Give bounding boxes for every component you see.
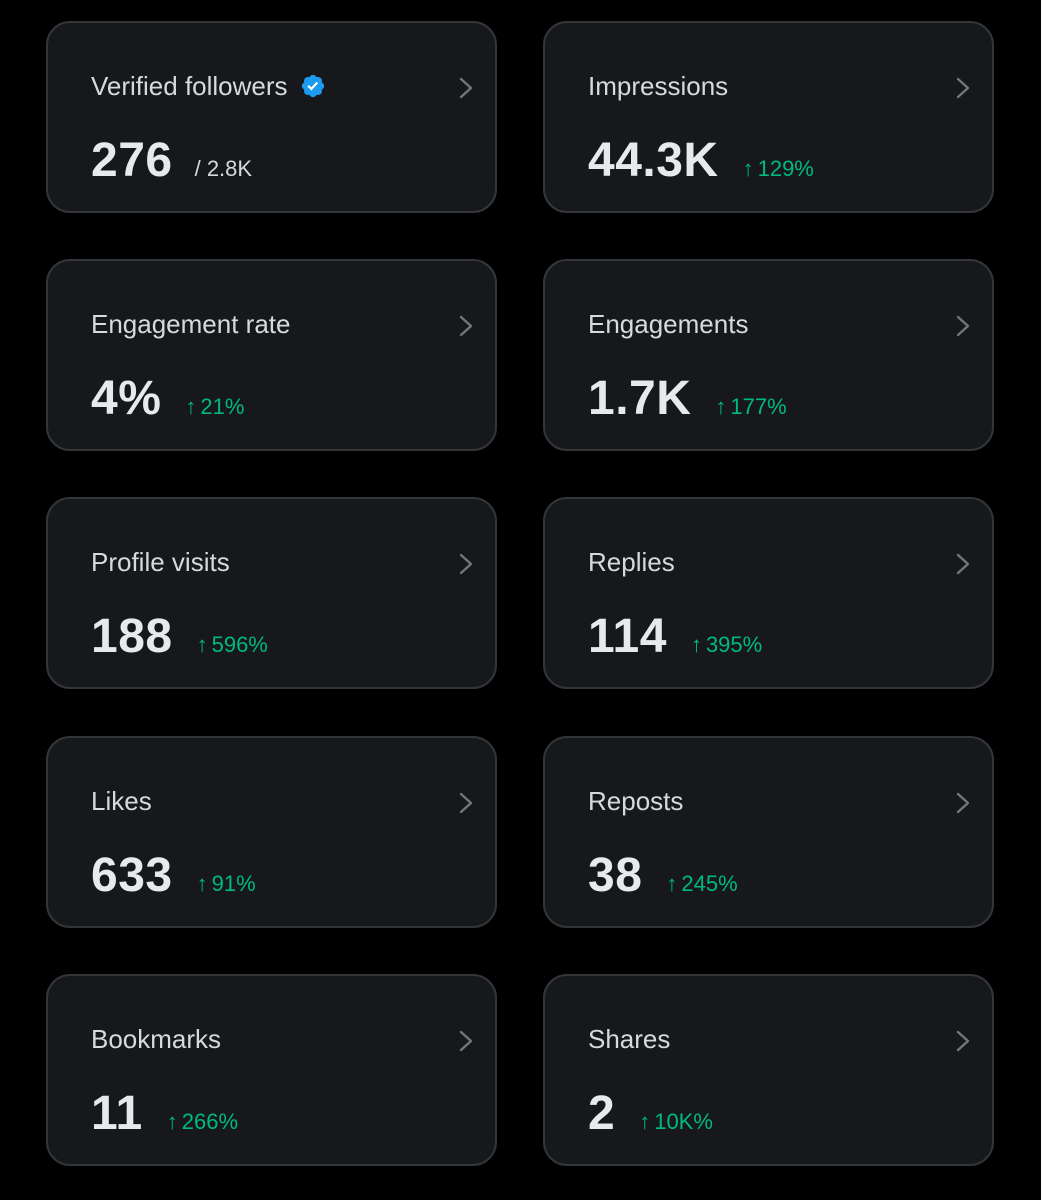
- metric-label: Replies: [588, 547, 675, 577]
- metric-card-verified-followers[interactable]: Verified followers 276 / 2.8K: [46, 21, 497, 213]
- metric-value-row: 2 ↑ 10K%: [588, 1084, 713, 1144]
- metric-card-replies[interactable]: Replies 114 ↑ 395%: [543, 497, 994, 689]
- metric-title: Bookmarks: [91, 1021, 221, 1057]
- chevron-right-icon[interactable]: [455, 1028, 477, 1054]
- metric-change-value: 91%: [211, 871, 256, 896]
- metric-title: Profile visits: [91, 544, 230, 580]
- metric-value-row: 1.7K ↑ 177%: [588, 369, 787, 429]
- chevron-right-icon[interactable]: [455, 790, 477, 816]
- chevron-right-icon[interactable]: [455, 551, 477, 577]
- metric-label: Engagement rate: [91, 309, 291, 339]
- metric-value: 4%: [91, 372, 162, 425]
- arrow-up-icon: ↑: [639, 1109, 651, 1134]
- metric-title: Verified followers: [91, 68, 326, 104]
- metric-value-row: 188 ↑ 596%: [91, 607, 268, 667]
- metric-change: ↑ 129%: [743, 156, 814, 182]
- arrow-up-icon: ↑: [666, 871, 678, 896]
- metric-title: Reposts: [588, 783, 683, 819]
- metric-value-row: 633 ↑ 91%: [91, 846, 256, 906]
- metric-card-shares[interactable]: Shares 2 ↑ 10K%: [543, 974, 994, 1166]
- metric-value-row: 4% ↑ 21%: [91, 369, 244, 429]
- metric-label: Impressions: [588, 71, 729, 101]
- metric-value-row: 44.3K ↑ 129%: [588, 131, 814, 191]
- metric-change-value: 596%: [211, 632, 268, 657]
- metric-value: 633: [91, 849, 173, 902]
- metric-change: ↑ 91%: [197, 871, 256, 897]
- arrow-up-icon: ↑: [185, 394, 197, 419]
- metric-value: 11: [91, 1087, 143, 1140]
- metric-change-value: 245%: [681, 871, 738, 896]
- arrow-up-icon: ↑: [166, 1109, 178, 1134]
- metric-card-bookmarks[interactable]: Bookmarks 11 ↑ 266%: [46, 974, 497, 1166]
- metric-title: Likes: [91, 783, 152, 819]
- metric-title: Replies: [588, 544, 675, 580]
- metric-value: 38: [588, 849, 643, 902]
- arrow-up-icon: ↑: [742, 156, 754, 181]
- metric-change-value: 177%: [730, 394, 787, 419]
- metric-value-row: 276 / 2.8K: [91, 131, 252, 191]
- metric-label: Profile visits: [91, 547, 230, 577]
- metric-value: 114: [588, 610, 667, 663]
- metric-change-value: 10K%: [654, 1109, 713, 1134]
- metric-card-engagement-rate[interactable]: Engagement rate 4% ↑ 21%: [46, 259, 497, 451]
- metric-card-likes[interactable]: Likes 633 ↑ 91%: [46, 736, 497, 928]
- chevron-right-icon[interactable]: [952, 75, 974, 101]
- metric-label: Likes: [91, 786, 152, 816]
- metric-card-profile-visits[interactable]: Profile visits 188 ↑ 596%: [46, 497, 497, 689]
- metric-value-row: 11 ↑ 266%: [91, 1084, 238, 1144]
- metric-title: Shares: [588, 1021, 670, 1057]
- arrow-up-icon: ↑: [715, 394, 727, 419]
- metric-change-value: 21%: [200, 394, 245, 419]
- chevron-right-icon[interactable]: [952, 551, 974, 577]
- metric-change-value: 266%: [181, 1109, 239, 1134]
- chevron-right-icon[interactable]: [952, 790, 974, 816]
- chevron-right-icon[interactable]: [952, 313, 974, 339]
- metric-value: 1.7K: [588, 372, 692, 425]
- chevron-right-icon[interactable]: [455, 75, 477, 101]
- metric-title: Engagement rate: [91, 306, 290, 342]
- metric-value: 2: [588, 1087, 616, 1140]
- metric-change-value: 395%: [705, 632, 763, 657]
- metric-label: Bookmarks: [91, 1024, 222, 1054]
- metric-value-row: 38 ↑ 245%: [588, 846, 738, 906]
- metric-label: Reposts: [588, 786, 684, 816]
- metric-change: ↑ 177%: [715, 394, 786, 420]
- metric-label: Shares: [588, 1024, 671, 1054]
- arrow-up-icon: ↑: [196, 871, 208, 896]
- metric-change-value: 129%: [757, 156, 814, 181]
- chevron-right-icon[interactable]: [952, 1028, 974, 1054]
- verified-badge-icon: [301, 74, 324, 98]
- metric-card-reposts[interactable]: Reposts 38 ↑ 245%: [543, 736, 994, 928]
- metric-change: ↑ 10K%: [639, 1109, 713, 1135]
- metric-value: 188: [91, 610, 173, 663]
- metric-change: ↑ 266%: [167, 1109, 238, 1135]
- metric-card-impressions[interactable]: Impressions 44.3K ↑ 129%: [543, 21, 994, 213]
- metric-value-row: 114 ↑ 395%: [588, 607, 762, 667]
- metric-change: ↑ 245%: [666, 871, 737, 897]
- metric-title: Impressions: [588, 68, 728, 104]
- arrow-up-icon: ↑: [196, 632, 208, 657]
- metric-title: Engagements: [588, 306, 748, 342]
- metric-card-engagements[interactable]: Engagements 1.7K ↑ 177%: [543, 259, 994, 451]
- metric-value: 44.3K: [588, 134, 719, 187]
- metric-label: Verified followers: [91, 71, 288, 101]
- metric-total: / 2.8K: [194, 156, 253, 181]
- metric-change: ↑ 395%: [691, 632, 762, 658]
- chevron-right-icon[interactable]: [455, 313, 477, 339]
- metric-label: Engagements: [588, 309, 749, 339]
- metric-value: 276: [91, 134, 173, 187]
- metric-change: ↑ 596%: [197, 632, 268, 658]
- metric-change: ↑ 21%: [185, 394, 244, 420]
- arrow-up-icon: ↑: [690, 632, 702, 657]
